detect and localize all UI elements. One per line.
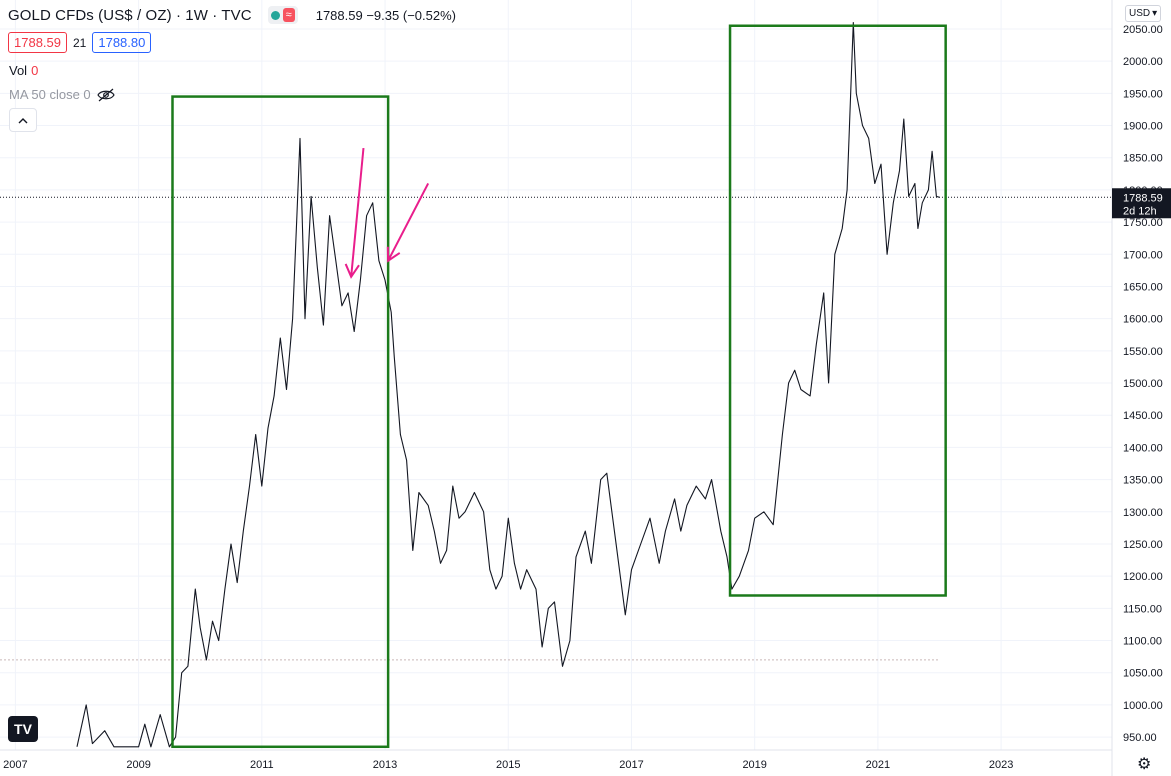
eye-off-icon[interactable] [96, 88, 115, 102]
x-tick-label: 2009 [126, 759, 150, 771]
gear-icon[interactable]: ⚙ [1137, 756, 1152, 773]
y-tick-label: 1850.00 [1123, 153, 1163, 165]
last-price-badge [1112, 188, 1171, 219]
y-tick-label: 1050.00 [1123, 668, 1163, 680]
y-tick-label: 1650.00 [1123, 281, 1163, 293]
ma-label: MA 50 close 0 [9, 87, 91, 102]
y-tick-label: 1500.00 [1123, 378, 1163, 390]
y-tick-label: 1900.00 [1123, 121, 1163, 133]
buy-button[interactable]: 1788.80 [92, 32, 152, 53]
y-tick-label: 2000.00 [1123, 56, 1163, 68]
x-tick-label: 2015 [496, 759, 520, 771]
x-tick-label: 2011 [250, 759, 274, 771]
price-change: −9.35 [366, 7, 400, 23]
annotation-arrow [350, 147, 365, 277]
last-price-badge-countdown: 2d 12h [1123, 205, 1157, 217]
y-tick-label: 1000.00 [1123, 700, 1163, 712]
y-tick-label: 1550.00 [1123, 346, 1163, 358]
volume-label: Vol [9, 63, 28, 78]
annotation-arrow-head [344, 263, 360, 279]
y-tick-label: 2050.00 [1123, 24, 1163, 36]
chart-header: GOLD CFDs (US$ / OZ) · 1W · TVC ≈ 1788.5… [8, 6, 456, 24]
currency-selector[interactable]: USD ▾ [1125, 5, 1162, 22]
price-series-line [76, 21, 940, 748]
y-tick-label: 1950.00 [1123, 88, 1163, 100]
delayed-data-icon: ≈ [282, 8, 295, 22]
market-status-pill[interactable]: ≈ [267, 6, 298, 24]
green-dot-icon [270, 10, 280, 20]
last-price-badge-value: 1788.59 [1123, 192, 1163, 204]
y-tick-label: 1400.00 [1123, 442, 1163, 454]
y-tick-label: 1600.00 [1123, 314, 1163, 326]
x-tick-label: 2007 [3, 759, 27, 771]
highlight-box [171, 95, 390, 749]
y-tick-label: 1250.00 [1123, 539, 1163, 551]
y-tick-label: 1150.00 [1123, 603, 1162, 615]
y-tick-label: 1450.00 [1123, 410, 1163, 422]
annotation-arrow-head [386, 246, 401, 263]
x-tick-label: 2021 [866, 759, 890, 771]
ma-legend[interactable]: MA 50 close 0 [9, 87, 115, 102]
y-tick-label: 1750.00 [1123, 217, 1163, 229]
chevron-up-icon [18, 117, 28, 123]
y-tick-label: 1300.00 [1123, 507, 1163, 519]
y-tick-label: 1200.00 [1123, 571, 1163, 583]
x-tick-label: 2019 [742, 759, 766, 771]
currency-label: USD [1129, 8, 1151, 19]
x-tick-label: 2017 [619, 759, 643, 771]
ohlc-readout: 1788.59 −9.35 (−0.52%) [316, 8, 456, 23]
y-tick-label: 1350.00 [1123, 475, 1163, 487]
annotation-arrow [387, 183, 430, 262]
x-tick-label: 2013 [373, 759, 397, 771]
bid-ask-row: 1788.59 21 1788.80 [8, 32, 152, 53]
spread-value: 21 [73, 35, 87, 50]
y-tick-label: 1100.00 [1123, 636, 1162, 648]
highlight-box [728, 24, 947, 597]
symbol-title[interactable]: GOLD CFDs (US$ / OZ) · 1W · TVC [8, 6, 252, 24]
collapse-legend-button[interactable] [9, 108, 37, 132]
chevron-down-icon: ▾ [1152, 8, 1158, 19]
last-price: 1788.59 [315, 7, 363, 23]
y-tick-label: 950.00 [1123, 732, 1157, 744]
y-tick-label: 1700.00 [1123, 249, 1163, 261]
tradingview-logo[interactable]: TV [8, 716, 38, 742]
volume-value: 0 [31, 63, 39, 78]
volume-legend[interactable]: Vol 0 [9, 63, 38, 78]
sell-button[interactable]: 1788.59 [8, 32, 67, 53]
x-tick-label: 2023 [989, 759, 1013, 771]
price-change-pct: (−0.52%) [402, 7, 456, 23]
